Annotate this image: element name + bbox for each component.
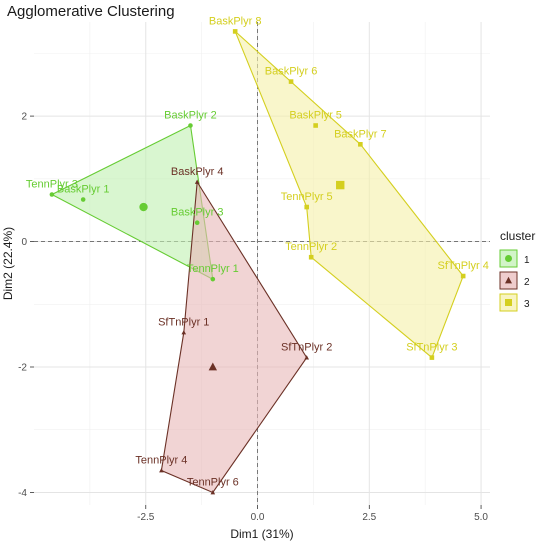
y-tick-label: 0 bbox=[21, 237, 27, 248]
y-tick-label: -4 bbox=[18, 488, 27, 499]
legend-title: cluster bbox=[500, 229, 535, 243]
point-label: TennPlyr 4 bbox=[135, 455, 187, 467]
x-tick-label: 2.5 bbox=[362, 512, 376, 523]
chart-title: Agglomerative Clustering bbox=[7, 3, 175, 20]
legend-label-1: 1 bbox=[524, 255, 530, 266]
point-label: SfTnPlyr 2 bbox=[281, 342, 332, 354]
point-marker bbox=[194, 179, 200, 184]
point-marker bbox=[210, 276, 216, 282]
point-marker bbox=[188, 123, 193, 128]
point-label: BaskPlyr 1 bbox=[57, 184, 110, 196]
point-marker bbox=[429, 355, 435, 360]
point-marker bbox=[460, 273, 466, 279]
point-marker bbox=[232, 29, 238, 34]
point-label: BaskPlyr 7 bbox=[334, 128, 387, 140]
point-marker bbox=[313, 123, 318, 128]
point-marker bbox=[358, 142, 363, 147]
point-marker bbox=[80, 197, 86, 202]
point-label: BaskPlyr 5 bbox=[289, 110, 342, 122]
point-marker bbox=[210, 489, 216, 495]
point-marker bbox=[304, 204, 310, 210]
centroid-marker-1 bbox=[139, 202, 148, 212]
point-label: BaskPlyr 2 bbox=[164, 110, 217, 122]
point-label: BaskPlyr 4 bbox=[171, 166, 224, 178]
point-label: TennPlyr 1 bbox=[187, 263, 239, 275]
y-tick-label: 2 bbox=[21, 112, 27, 123]
point-label: SfTnPlyr 3 bbox=[406, 342, 457, 354]
point-marker bbox=[181, 330, 187, 335]
point-marker bbox=[194, 220, 200, 226]
legend-marker-1 bbox=[505, 255, 512, 262]
legend-marker-3 bbox=[505, 299, 512, 306]
y-tick-label: -2 bbox=[18, 363, 27, 374]
point-marker bbox=[159, 468, 164, 473]
cluster-hull-2 bbox=[160, 180, 308, 494]
point-marker bbox=[308, 254, 314, 260]
x-tick-label: -2.5 bbox=[137, 512, 155, 523]
legend-label-2: 2 bbox=[524, 277, 530, 288]
point-label: TennPlyr 2 bbox=[285, 241, 337, 253]
point-label: SfTnPlyr 1 bbox=[158, 317, 209, 329]
point-label: BaskPlyr 6 bbox=[265, 66, 318, 78]
centroid-marker-2 bbox=[208, 362, 218, 371]
point-label: TennPlyr 6 bbox=[187, 476, 239, 488]
point-marker bbox=[288, 79, 294, 84]
centroid-marker-3 bbox=[336, 180, 345, 190]
legend-marker-2 bbox=[505, 276, 512, 284]
point-marker bbox=[49, 192, 55, 197]
x-axis-label: Dim1 (31%) bbox=[230, 527, 293, 541]
x-tick-label: 0.0 bbox=[251, 512, 265, 523]
point-label: SfTnPlyr 4 bbox=[437, 260, 488, 272]
point-label: BaskPlyr 3 bbox=[171, 207, 224, 219]
point-marker bbox=[304, 355, 310, 360]
point-label: TennPlyr 5 bbox=[281, 191, 333, 203]
point-label: BaskPlyr 8 bbox=[209, 15, 262, 27]
legend-label-3: 3 bbox=[524, 299, 530, 310]
point-label: TennPlyr 3 bbox=[26, 179, 78, 191]
y-axis-label: Dim2 (22.4%) bbox=[1, 227, 15, 300]
x-tick-label: 5.0 bbox=[474, 512, 488, 523]
